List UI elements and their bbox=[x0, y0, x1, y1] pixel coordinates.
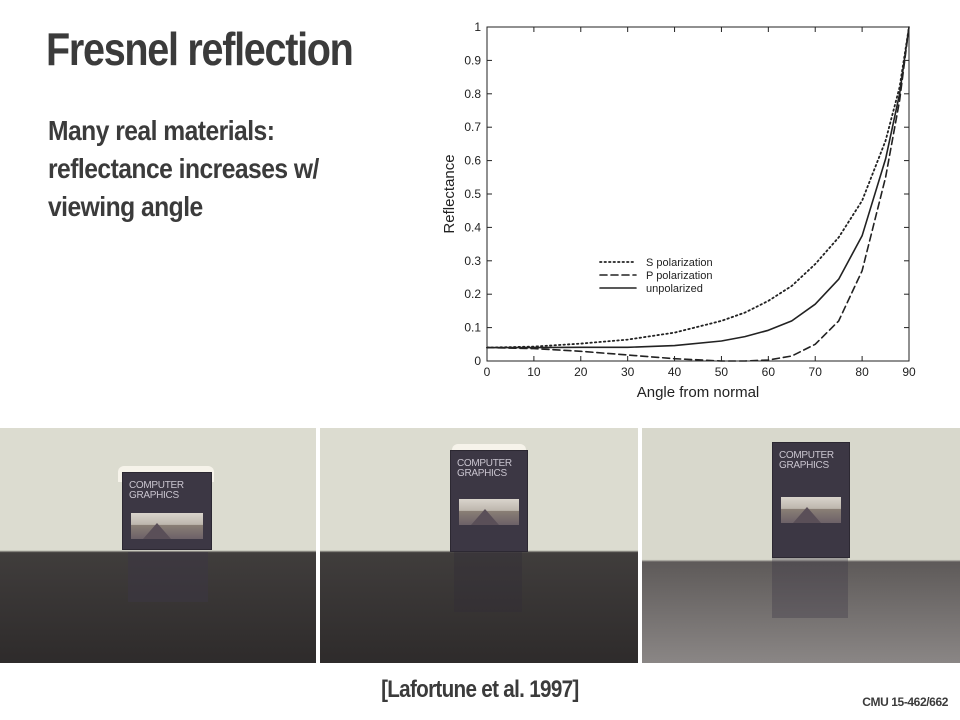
book-reflection bbox=[128, 552, 208, 602]
book-cover: COMPUTER GRAPHICS bbox=[122, 472, 212, 550]
legend-label: P polarization bbox=[646, 270, 712, 282]
citation: [Lafortune et al. 1997] bbox=[381, 676, 579, 703]
y-axis-label: Reflectance bbox=[441, 154, 458, 233]
series-line-unpolarized bbox=[486, 26, 910, 349]
y-tick-label: 0 bbox=[474, 354, 481, 368]
x-axis-label: Angle from normal bbox=[637, 384, 760, 401]
x-tick-label: 50 bbox=[715, 365, 729, 379]
x-tick-label: 60 bbox=[762, 365, 776, 379]
y-tick-label: 1 bbox=[474, 20, 481, 34]
glare-highlight bbox=[452, 444, 526, 454]
x-tick-label: 30 bbox=[621, 365, 635, 379]
book-title: COMPUTER GRAPHICS bbox=[129, 480, 184, 501]
plot-frame bbox=[486, 26, 910, 362]
fresnel-reflectance-chart: 0 10 20 30 40 50 60 70 80 90 0 0.1 0.2 0.3 0.4 0.5 0.6 0.… bbox=[441, 20, 916, 401]
book-cover: COMPUTER GRAPHICS bbox=[772, 442, 850, 558]
x-tick-label: 90 bbox=[902, 365, 916, 379]
x-tick-label: 0 bbox=[484, 365, 491, 379]
y-tick-label: 0.7 bbox=[464, 120, 481, 134]
book-cover: COMPUTER GRAPHICS bbox=[450, 450, 528, 552]
legend-label: S polarization bbox=[646, 257, 713, 269]
y-tick-label: 0.9 bbox=[464, 53, 481, 67]
book-cover-art bbox=[459, 499, 519, 525]
x-tick-label: 80 bbox=[855, 365, 869, 379]
bullet-line: viewing angle bbox=[48, 191, 203, 222]
x-tick-label: 10 bbox=[527, 365, 541, 379]
bullet-line: Many real materials: bbox=[48, 115, 275, 146]
slide-title: Fresnel reflection bbox=[46, 23, 354, 75]
book-photo-grazing-angle: COMPUTER GRAPHICS bbox=[0, 428, 316, 663]
y-tick-label: 0.6 bbox=[464, 154, 481, 168]
book-photo-normal-angle: COMPUTER GRAPHICS bbox=[642, 428, 960, 663]
book-photo-mid-angle: COMPUTER GRAPHICS bbox=[320, 428, 638, 663]
y-tick-label: 0.2 bbox=[464, 287, 481, 301]
x-tick-label: 20 bbox=[574, 365, 588, 379]
bullet-text: Many real materials: reflectance increas… bbox=[48, 112, 418, 226]
y-tick-label: 0.8 bbox=[464, 87, 481, 101]
book-reflection bbox=[454, 552, 522, 612]
book-title: COMPUTER GRAPHICS bbox=[457, 458, 512, 479]
book-reflection bbox=[772, 558, 848, 618]
series-line-s-polarization bbox=[486, 26, 910, 349]
series-line-p-polarization bbox=[486, 26, 910, 362]
book-cover-art bbox=[781, 497, 841, 523]
legend-label: unpolarized bbox=[646, 283, 703, 295]
y-tick-label: 0.3 bbox=[464, 254, 481, 268]
x-tick-label: 40 bbox=[668, 365, 682, 379]
book-cover-art bbox=[131, 513, 203, 539]
x-tick-label: 70 bbox=[809, 365, 823, 379]
course-label: CMU 15-462/662 bbox=[862, 695, 948, 709]
book-title: COMPUTER GRAPHICS bbox=[779, 450, 834, 471]
bullet-line: reflectance increases w/ bbox=[48, 153, 319, 184]
y-tick-label: 0.4 bbox=[464, 220, 481, 234]
y-tick-label: 0.1 bbox=[464, 321, 481, 335]
y-tick-label: 0.5 bbox=[464, 187, 481, 201]
